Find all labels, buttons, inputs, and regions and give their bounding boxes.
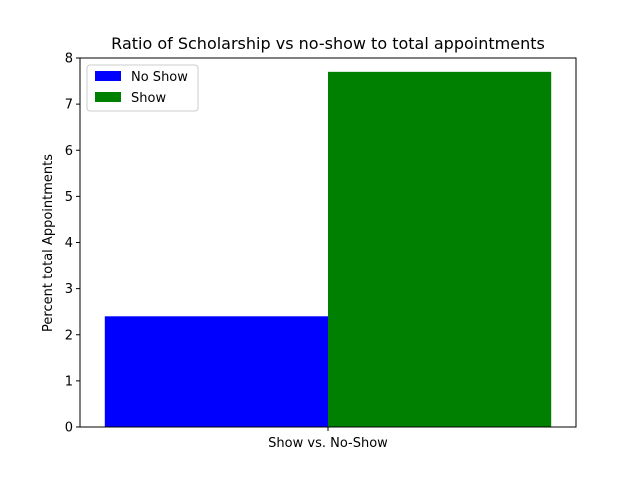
bar-show [328, 71, 552, 428]
y-tick-label: 4 [65, 236, 73, 251]
y-axis: 0 1 2 3 4 5 6 7 8 [65, 52, 80, 436]
legend-label-no-show: No Show [131, 70, 188, 85]
legend: No Show Show [86, 64, 199, 112]
y-tick-label: 5 [65, 190, 73, 205]
x-axis: Show vs. No-Show [268, 427, 388, 451]
legend-label-show: Show [131, 91, 166, 106]
legend-swatch-show [95, 92, 121, 102]
y-axis-label: Percent total Appointments [41, 154, 56, 332]
chart-title: Ratio of Scholarship vs no-show to total… [111, 34, 545, 53]
y-tick-label: 0 [65, 421, 73, 436]
y-tick-label: 8 [65, 52, 73, 67]
x-tick-label: Show vs. No-Show [268, 436, 388, 451]
bar-no-show [104, 316, 328, 427]
legend-swatch-no-show [95, 71, 121, 81]
plot-frame [79, 57, 577, 428]
y-tick-label: 6 [65, 144, 73, 159]
y-tick-label: 2 [65, 328, 73, 343]
bars [104, 71, 552, 428]
y-tick-label: 3 [65, 282, 73, 297]
y-tick-label: 7 [65, 98, 73, 113]
y-tick-label: 1 [65, 374, 73, 389]
